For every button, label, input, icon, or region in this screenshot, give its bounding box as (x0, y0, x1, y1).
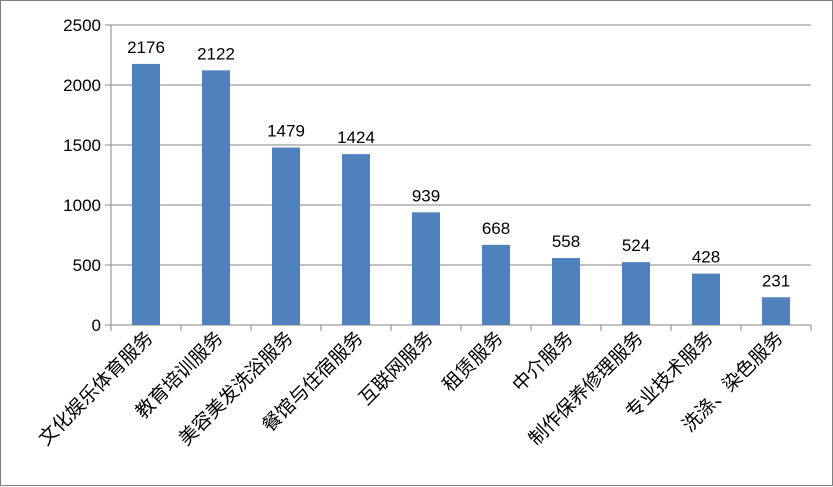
y-tick-label: 500 (73, 256, 101, 275)
data-label: 2122 (197, 44, 235, 63)
y-tick-label: 2000 (63, 76, 101, 95)
bar (692, 273, 720, 325)
bar (622, 262, 650, 325)
data-label: 428 (692, 248, 720, 267)
y-tick-label: 1000 (63, 196, 101, 215)
category-label: 互联网服务 (355, 327, 438, 410)
bar (272, 147, 300, 325)
category-label: 文化娱乐体育服务 (34, 327, 157, 450)
y-tick-label: 1500 (63, 136, 101, 155)
data-label-layer: 2176 2122 1479 1424 939 668 558 524 428 231 (127, 38, 790, 290)
bar (342, 154, 370, 325)
bar (412, 212, 440, 325)
data-label: 668 (482, 219, 510, 238)
data-label: 231 (762, 271, 790, 290)
data-label: 558 (552, 232, 580, 251)
y-tick-label: 0 (92, 316, 101, 335)
y-tick-label: 2500 (63, 16, 101, 35)
bar (762, 297, 790, 325)
category-label: 租赁服务 (438, 327, 507, 396)
bar (132, 63, 160, 325)
bar (552, 258, 580, 325)
data-label: 524 (622, 236, 650, 255)
bar (202, 70, 230, 325)
bar (482, 244, 510, 325)
bar-layer (132, 63, 790, 325)
data-label: 1479 (267, 122, 305, 141)
data-label: 1424 (337, 128, 375, 147)
data-label: 939 (412, 186, 440, 205)
y-tick-layer: 0 500 1000 1500 2000 2500 (63, 16, 101, 335)
category-label: 中介服务 (508, 327, 577, 396)
data-label: 2176 (127, 38, 165, 57)
